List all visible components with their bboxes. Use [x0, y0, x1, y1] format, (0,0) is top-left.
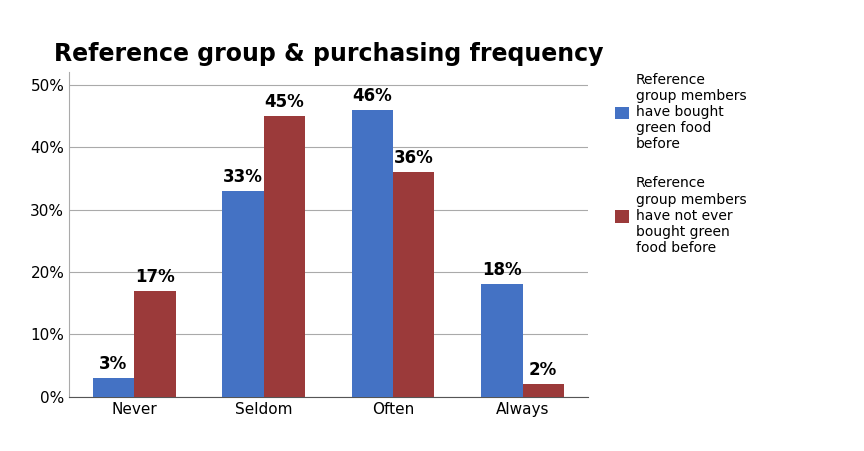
Title: Reference group & purchasing frequency: Reference group & purchasing frequency: [54, 42, 603, 66]
Text: 18%: 18%: [482, 262, 522, 280]
Bar: [523, 384, 564, 397]
Bar: [264, 116, 305, 397]
Bar: [222, 191, 264, 397]
Bar: [92, 378, 134, 397]
Bar: [134, 291, 175, 397]
Bar: [393, 172, 435, 397]
Text: 2%: 2%: [529, 361, 557, 379]
Bar: [352, 110, 393, 397]
Text: 46%: 46%: [353, 87, 392, 105]
Bar: [481, 285, 523, 397]
Legend: Reference
group members
have bought
green food
before, Reference
group members
h: Reference group members have bought gree…: [615, 73, 746, 255]
Text: 17%: 17%: [135, 268, 175, 286]
Text: 3%: 3%: [99, 355, 128, 373]
Text: 45%: 45%: [264, 93, 304, 111]
Text: 36%: 36%: [394, 149, 434, 167]
Text: 33%: 33%: [223, 168, 263, 186]
